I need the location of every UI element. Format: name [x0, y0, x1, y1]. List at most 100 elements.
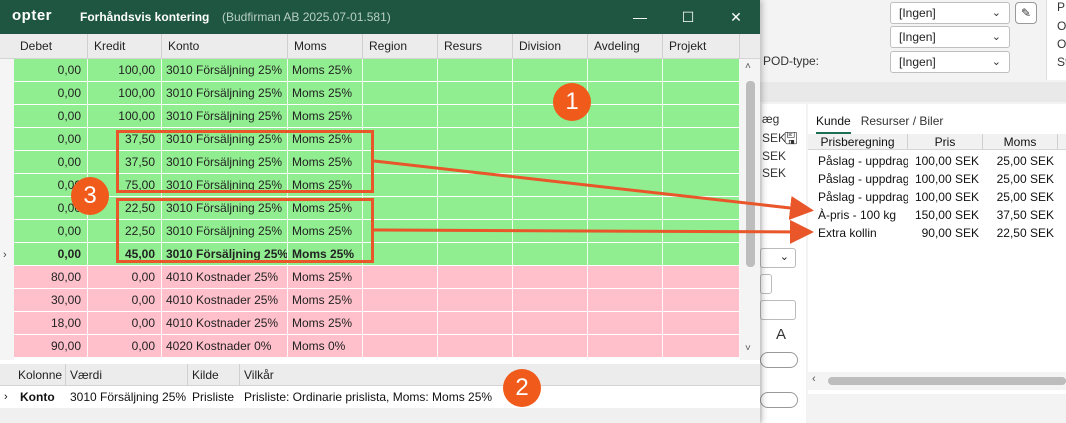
select-field[interactable]: [Ingen] ⌄ [890, 26, 1010, 48]
maximize-button[interactable]: ☐ [681, 9, 695, 25]
table-row[interactable]: 80,00 0,00 4010 Kostnader 25% Moms 25% [14, 266, 740, 289]
cell-empty [588, 243, 663, 266]
column-header[interactable]: Pris [908, 134, 983, 149]
price-cell-pris: 90,00 SEK [921, 226, 979, 240]
cell-empty [438, 312, 513, 335]
cell-empty [513, 105, 588, 128]
rule-detail-panel: Kolonne Værdi Kilde Vilkår › Konto 3010 … [0, 364, 760, 423]
annotation-badge-1: 1 [553, 83, 591, 121]
scroll-left-icon[interactable]: ‹ [812, 373, 816, 385]
tab-resurser-biler[interactable]: Resurser / Biler [860, 114, 944, 128]
column-header-vaerdi[interactable]: Værdi [66, 364, 188, 386]
scroll-up-icon[interactable]: ˄ [745, 61, 751, 72]
input-field[interactable] [760, 300, 796, 320]
row-selector-gutter[interactable]: › [0, 59, 14, 360]
save-icon[interactable]: 🖫 [784, 131, 798, 148]
cell-empty [588, 174, 663, 197]
chevron-down-icon: ⌄ [991, 7, 1001, 19]
font-info-icon[interactable]: A [776, 326, 787, 343]
column-header-konto[interactable]: Konto [162, 34, 288, 59]
price-row[interactable]: Påslag - uppdrag 100,00 SEK 25,00 SEK [808, 152, 1066, 170]
cell-empty [588, 312, 663, 335]
scroll-down-icon[interactable]: ˅ [745, 343, 751, 354]
cell-empty [438, 220, 513, 243]
cell-moms: Moms 25% [288, 197, 363, 220]
column-header-region[interactable]: Region [363, 34, 438, 59]
cell-empty [588, 220, 663, 243]
select-field[interactable]: [Ingen] ⌄ [890, 2, 1010, 24]
cell-empty [438, 59, 513, 82]
table-row[interactable]: 18,00 0,00 4010 Kostnader 25% Moms 25% [14, 312, 740, 335]
scroll-thumb[interactable] [746, 81, 755, 267]
detail-row[interactable]: › Konto 3010 Försäljning 25% Prisliste P… [0, 386, 760, 408]
table-row[interactable]: 90,00 0,00 4020 Kostnader 0% Moms 0% [14, 335, 740, 358]
annotation-badge-2: 2 [503, 369, 541, 407]
column-header-avdeling[interactable]: Avdeling [588, 34, 663, 59]
column-header-kredit[interactable]: Kredit [88, 34, 162, 59]
column-header-moms[interactable]: Moms [288, 34, 363, 59]
cell-empty [438, 243, 513, 266]
column-header-kolonne[interactable]: Kolonne [14, 364, 66, 386]
select-field[interactable]: ⌄ [760, 248, 796, 268]
cell-debet: 0,00 [14, 59, 88, 82]
column-header-debet[interactable]: Debet [14, 34, 88, 59]
cell-empty [513, 197, 588, 220]
vertical-scrollbar[interactable]: ˄ ˅ [740, 59, 760, 360]
close-button[interactable]: ✕ [730, 9, 742, 25]
cell-debet: 0,00 [14, 220, 88, 243]
column-header-resurs[interactable]: Resurs [438, 34, 513, 59]
minimize-button[interactable]: — [633, 9, 647, 25]
column-header[interactable]: Prisberegning [808, 134, 908, 149]
edit-button[interactable]: ✎ [1015, 2, 1037, 24]
tab-kunde[interactable]: Kunde [816, 112, 851, 134]
highlight-box-upper [116, 130, 374, 193]
price-row[interactable]: À-pris - 100 kg 150,00 SEK 37,50 SEK [808, 206, 1066, 224]
table-row[interactable]: 30,00 0,00 4010 Kostnader 25% Moms 25% [14, 289, 740, 312]
cell-kredit: 100,00 [88, 105, 162, 128]
cell-empty [588, 266, 663, 289]
column-header-vilkar[interactable]: Vilkår [244, 368, 274, 382]
table-row[interactable]: 0,00 45,00 3010 Försäljning 25% Moms 25% [14, 243, 740, 266]
cell-kredit: 22,50 [88, 220, 162, 243]
price-table-header: Prisberegning Pris Moms [808, 134, 1066, 150]
input-field[interactable] [760, 274, 772, 294]
table-row[interactable]: 0,00 100,00 3010 Försäljning 25% Moms 25% [14, 82, 740, 105]
cell-empty [513, 174, 588, 197]
cell-konto: 4020 Kostnader 0% [162, 335, 288, 358]
cell-kredit: 0,00 [88, 266, 162, 289]
chevron-down-icon: ⌄ [779, 251, 789, 263]
price-row[interactable]: Påslag - uppdrag 100,00 SEK 25,00 SEK [808, 170, 1066, 188]
current-row-indicator-icon: › [3, 249, 7, 261]
cell-debet: 80,00 [14, 266, 88, 289]
price-row[interactable]: Extra kollin 90,00 SEK 22,50 SEK [808, 224, 1066, 242]
price-row[interactable]: Påslag - uppdrag 100,00 SEK 25,00 SEK [808, 188, 1066, 206]
horizontal-scrollbar[interactable]: ‹ [808, 372, 1066, 390]
side-fragment-panel: æg SEK 🖫 SEK SEK ⌄ A [760, 104, 806, 423]
column-header-projekt[interactable]: Projekt [663, 34, 740, 59]
column-header-kilde[interactable]: Kilde [188, 364, 240, 386]
side-fragment: SEK [762, 131, 787, 145]
price-cell-moms: 37,50 SEK [996, 208, 1054, 222]
divider-strip [760, 82, 1066, 102]
table-row[interactable]: 0,00 37,50 3010 Försäljning 25% Moms 25% [14, 128, 740, 151]
title-bar[interactable]: opter Forhåndsvis kontering (Budfirman A… [0, 0, 760, 34]
price-cell-name: Påslag - uppdrag [818, 190, 908, 204]
detail-vilkar: Prisliste: Ordinarie prislista, Moms: Mo… [244, 390, 493, 404]
side-fragment: SEK [762, 166, 787, 180]
column-header[interactable]: Moms [983, 134, 1058, 149]
pod-type-select[interactable]: [Ingen] ⌄ [890, 51, 1010, 73]
toggle-pill[interactable] [760, 352, 798, 368]
column-header-division[interactable]: Division [513, 34, 588, 59]
scroll-thumb[interactable] [828, 377, 1066, 385]
price-cell-moms: 25,00 SEK [996, 190, 1054, 204]
table-row[interactable]: 0,00 100,00 3010 Försäljning 25% Moms 25% [14, 59, 740, 82]
price-cell-name: Påslag - uppdrag [818, 172, 908, 186]
cell-empty [588, 59, 663, 82]
toggle-pill[interactable] [760, 392, 798, 408]
preview-accounting-window: opter Forhåndsvis kontering (Budfirman A… [0, 0, 760, 423]
cell-konto: 3010 Försäljning 25% [162, 59, 288, 82]
cell-debet: 0,00 [14, 82, 88, 105]
cell-empty [663, 289, 740, 312]
table-row[interactable]: 0,00 100,00 3010 Försäljning 25% Moms 25% [14, 105, 740, 128]
